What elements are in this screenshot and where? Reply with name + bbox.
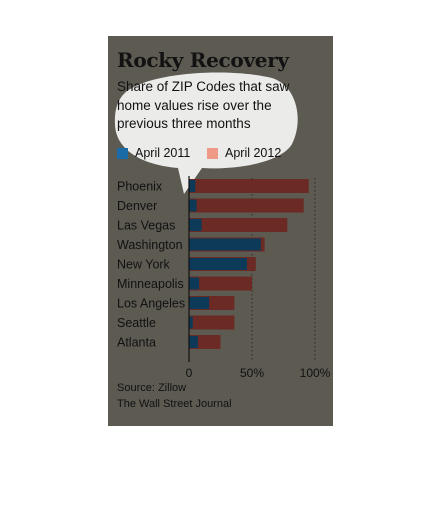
bar-2011-new-york <box>189 258 247 270</box>
category-label: New York <box>117 258 171 272</box>
chart-subtitle: Share of ZIP Codes that saw home values … <box>117 79 290 131</box>
bar-2011-denver <box>189 199 197 212</box>
category-label: Phoenix <box>117 180 163 194</box>
legend-label-2012: April 2012 <box>225 146 282 160</box>
bar-2012-minneapolis <box>189 276 252 291</box>
bar-2011-minneapolis <box>189 277 200 290</box>
bar-2012-las-vegas <box>189 218 288 232</box>
x-tick-label: 100% <box>300 366 331 380</box>
bar-2011-los-angeles <box>189 297 210 309</box>
category-label: Los Angeles <box>117 297 185 311</box>
bar-2012-phoenix <box>189 179 309 193</box>
category-label: Washington <box>117 238 183 252</box>
x-tick-label: 50% <box>240 366 264 380</box>
category-label: Atlanta <box>117 336 156 350</box>
bar-2011-phoenix <box>189 180 196 192</box>
bar-2011-seattle <box>189 316 193 329</box>
category-label: Denver <box>117 199 157 213</box>
category-label: Seattle <box>117 316 156 330</box>
bar-2011-las-vegas <box>189 219 202 231</box>
bar-2011-washington <box>189 238 261 251</box>
source-line: Source: Zillow <box>117 382 187 394</box>
bar-2012-seattle <box>189 315 235 330</box>
category-label: Minneapolis <box>117 277 184 291</box>
bar-2012-denver <box>189 198 304 213</box>
chart-source: Source: Zillow The Wall Street Journal <box>117 380 232 412</box>
x-tick-label: 0 <box>186 366 193 380</box>
publisher-line: The Wall Street Journal <box>117 398 232 410</box>
bar-chart: Phoenix Denver Las Vegas Washington New York… <box>117 176 331 380</box>
category-label: Las Vegas <box>117 219 175 233</box>
chart-title: Rocky Recovery <box>117 48 289 72</box>
bar-2011-atlanta <box>189 336 198 348</box>
legend-swatch-2011 <box>117 148 128 159</box>
legend-label-2011: April 2011 <box>135 146 191 160</box>
legend-swatch-2012 <box>207 148 218 159</box>
